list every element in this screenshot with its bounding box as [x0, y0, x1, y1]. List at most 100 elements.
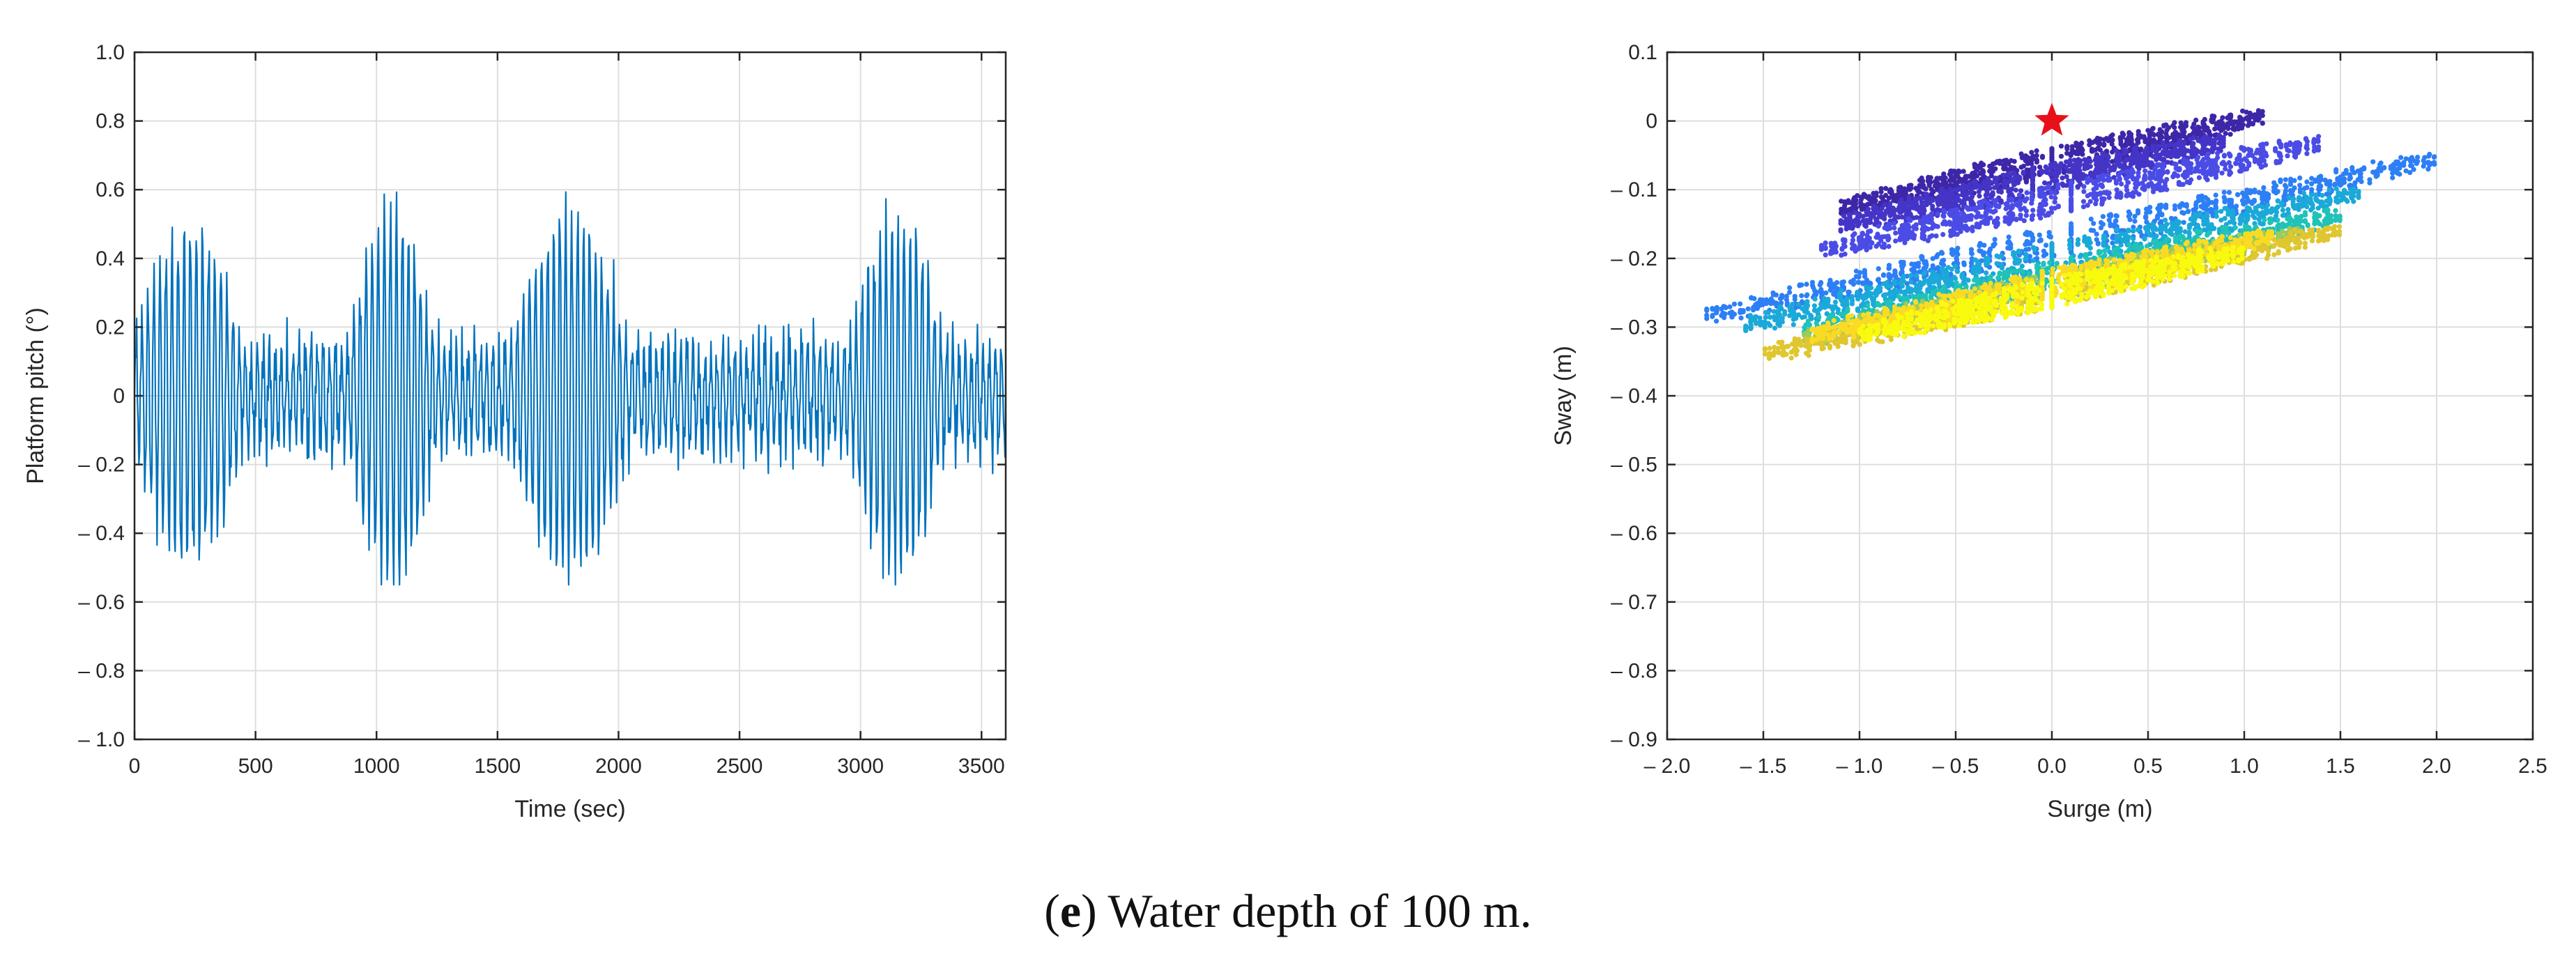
trajectory-point	[1981, 180, 1987, 185]
trajectory-point	[1977, 248, 1982, 254]
trajectory-point	[1906, 183, 1912, 188]
trajectory-point	[1881, 212, 1887, 217]
trajectory-point	[2064, 144, 2070, 150]
trajectory-point	[1963, 215, 1969, 221]
trajectory-point	[2049, 147, 2055, 153]
trajectory-point	[1797, 282, 1802, 288]
y-tick-label: – 1.0	[78, 728, 125, 751]
trajectory-point	[1990, 190, 1995, 196]
trajectory-point	[2114, 187, 2119, 192]
trajectory-point	[1859, 206, 1865, 212]
trajectory-point	[1861, 203, 1866, 208]
trajectory-point	[2359, 179, 2364, 185]
trajectory-point	[2169, 220, 2175, 226]
trajectory-point	[2011, 171, 2017, 176]
trajectory-point	[2032, 247, 2037, 252]
trajectory-point	[1892, 271, 1898, 277]
trajectory-point	[1925, 238, 1931, 243]
trajectory-point	[2129, 193, 2135, 199]
trajectory-point	[2144, 206, 2149, 212]
trajectory-point	[1731, 312, 1738, 317]
trajectory-point	[1919, 256, 1925, 262]
trajectory-point	[2159, 185, 2164, 191]
trajectory-point	[2425, 167, 2431, 172]
trajectory-point	[2030, 153, 2036, 159]
trajectory-point	[2159, 212, 2165, 218]
trajectory-point	[2415, 155, 2421, 160]
trajectory-point	[1942, 193, 1948, 199]
trajectory-point	[1864, 277, 1869, 283]
trajectory-point	[2181, 125, 2187, 131]
trajectory-point	[2004, 157, 2009, 163]
trajectory-point	[1896, 294, 1901, 300]
trajectory-point	[1738, 301, 1743, 307]
trajectory-point	[2124, 148, 2129, 154]
trajectory-point	[1761, 319, 1767, 325]
trajectory-point	[2179, 210, 2185, 215]
trajectory-point	[2025, 172, 2031, 178]
trajectory-point	[1804, 299, 1810, 305]
trajectory-point	[2076, 171, 2082, 177]
trajectory-point	[1978, 185, 1984, 191]
trajectory-point	[1892, 281, 1898, 286]
trajectory-point	[2401, 160, 2407, 165]
trajectory-point	[1977, 193, 1982, 199]
trajectory-point	[2244, 190, 2250, 196]
trajectory-point	[2055, 185, 2061, 191]
trajectory-point	[1857, 240, 1863, 245]
trajectory-point	[2023, 256, 2029, 261]
trajectory-point	[2002, 162, 2009, 167]
trajectory-point	[1782, 309, 1788, 314]
trajectory-point	[1852, 210, 1857, 215]
trajectory-point	[1892, 216, 1897, 222]
trajectory-point	[2044, 243, 2049, 248]
trajectory-point	[2246, 208, 2253, 214]
trajectory-point	[1727, 304, 1733, 309]
trajectory-point	[1955, 252, 1961, 257]
trajectory-point	[2078, 158, 2083, 164]
trajectory-point	[2145, 128, 2151, 133]
trajectory-point	[1878, 189, 1884, 194]
trajectory-point	[1818, 243, 1825, 248]
trajectory-point	[2043, 169, 2048, 175]
trajectory-point	[2221, 153, 2227, 159]
trajectory-point	[1868, 281, 1873, 286]
scatter-trajectory-points	[1704, 108, 2437, 361]
trajectory-point	[2255, 211, 2261, 217]
trajectory-point	[2039, 155, 2046, 160]
trajectory-point	[2292, 153, 2297, 159]
trajectory-point	[2029, 190, 2034, 196]
trajectory-point	[1954, 194, 1959, 200]
trajectory-point	[2046, 212, 2051, 218]
trajectory-point	[1899, 277, 1905, 282]
trajectory-point	[2027, 241, 2033, 247]
trajectory-point	[1897, 229, 1903, 235]
trajectory-point	[2154, 233, 2159, 239]
trajectory-point	[1847, 214, 1853, 220]
trajectory-point	[1817, 282, 1823, 288]
trajectory-point	[2131, 229, 2136, 234]
trajectory-point	[2351, 193, 2356, 199]
trajectory-point	[1962, 190, 1968, 196]
trajectory-point	[1941, 180, 1947, 186]
trajectory-point	[2235, 192, 2241, 197]
trajectory-point	[2205, 197, 2211, 202]
trajectory-point	[2264, 141, 2269, 146]
trajectory-point	[1926, 277, 1932, 283]
trajectory-point	[2108, 212, 2113, 217]
trajectory-point	[2272, 183, 2278, 189]
trajectory-point	[2426, 160, 2432, 166]
y-tick-label: – 0.6	[78, 591, 125, 614]
trajectory-point	[1864, 217, 1869, 223]
trajectory-point	[2304, 185, 2310, 190]
trajectory-point	[2275, 189, 2280, 194]
trajectory-point	[2144, 146, 2149, 152]
trajectory-point	[2113, 219, 2118, 224]
trajectory-point	[2256, 190, 2262, 196]
trajectory-point	[2024, 190, 2030, 196]
trajectory-point	[2048, 206, 2055, 211]
trajectory-point	[2308, 201, 2314, 206]
trajectory-point	[2226, 190, 2232, 195]
trajectory-point	[2162, 180, 2168, 185]
